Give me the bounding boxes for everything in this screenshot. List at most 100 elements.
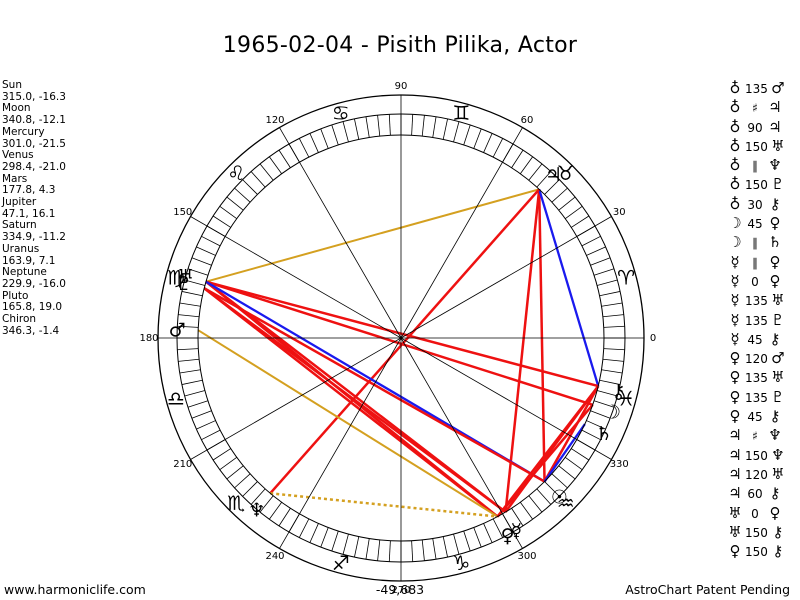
aspect-row: ♀ 135 ♅	[727, 368, 786, 387]
ring-tick	[365, 538, 370, 560]
ring-tick	[178, 314, 200, 318]
ring-tick	[331, 530, 339, 552]
ring-tick	[187, 268, 209, 276]
ring-tick	[181, 379, 203, 385]
aspect-line	[197, 329, 499, 518]
ring-tick	[453, 121, 460, 143]
planet-glyph: ♅	[177, 266, 194, 288]
aspect-row: ♀ 120 ♂	[727, 349, 786, 368]
ring-tick	[331, 124, 339, 146]
aspect-line	[543, 423, 586, 483]
sign-glyph: ♓	[617, 386, 635, 410]
aspect-planet-1: ♁	[729, 156, 741, 175]
aspect-row: ♁ 135 ♂	[727, 79, 786, 98]
ring-tick	[187, 400, 209, 408]
ring-tick	[571, 215, 590, 228]
aspect-planet-2: ♀	[769, 214, 781, 233]
aspect-value: 135	[745, 390, 768, 405]
ring-tick	[432, 116, 437, 138]
ring-tick	[212, 448, 231, 461]
degree-label: 150	[173, 207, 192, 218]
ring-tick	[453, 533, 460, 555]
aspect-value: 0	[751, 506, 759, 521]
planet-coords: 346.3, -1.4	[2, 324, 60, 337]
aspect-line	[496, 385, 600, 518]
ring-tick	[298, 518, 310, 538]
footer-website[interactable]: www.harmoniclife.com	[4, 582, 146, 597]
aspect-value: ∥	[752, 236, 758, 251]
aspect-planet-2: ♆	[771, 445, 785, 464]
planet-name: Neptune	[2, 266, 47, 279]
aspect-planet-1: ♁	[729, 79, 741, 97]
ring-tick	[551, 187, 568, 203]
ring-tick	[590, 410, 611, 419]
sign-glyph: ♎	[167, 386, 185, 410]
aspect-line	[270, 492, 498, 518]
ring-tick	[212, 215, 231, 228]
aspect-row: ♅ 0 ♀	[727, 504, 786, 523]
aspect-planet-2: ♅	[771, 464, 785, 483]
degree-label: 300	[517, 551, 536, 562]
ring-tick	[596, 390, 618, 397]
sign-glyphs: ♈ ♉ ♊ ♋ ♌ ♍ ♎ ♏ ♐ ♑ ♒ ♓	[167, 101, 635, 575]
ring-tick	[519, 501, 533, 520]
ring-tick	[601, 302, 623, 307]
aspect-row: ☿ 45 ⚷	[727, 330, 786, 349]
planet-coords: 301.0, -21.5	[2, 137, 66, 150]
ring-tick	[259, 495, 274, 513]
planet-glyph: ☽	[604, 402, 621, 424]
aspect-value: 60	[747, 487, 763, 502]
aspect-value: 45	[747, 217, 763, 232]
aspect-planet-2: ♅	[771, 368, 785, 387]
ring-tick	[602, 314, 624, 318]
aspect-line	[269, 188, 541, 495]
aspect-value: 30	[747, 197, 763, 212]
aspect-planet-1: ♁	[729, 175, 741, 194]
ring-tick	[602, 358, 624, 362]
ring-tick	[184, 390, 206, 397]
ring-tick	[196, 420, 216, 430]
degree-label: 60	[521, 115, 534, 126]
aspect-planet-1: ☿	[730, 252, 740, 271]
sign-glyph: ♑	[452, 551, 470, 575]
aspect-value: 90	[747, 120, 763, 135]
ring-tick	[377, 539, 381, 561]
aspect-planet-1: ♁	[729, 136, 741, 155]
aspect-planet-2: ♆	[768, 426, 782, 445]
ring-tick	[226, 196, 244, 211]
sign-glyph: ♉	[557, 161, 575, 185]
aspect-planet-1: ♁	[729, 194, 741, 213]
planet-coords: 315.0, -16.3	[2, 90, 66, 103]
ring-tick	[544, 481, 560, 497]
ring-tick	[342, 121, 349, 143]
ring-tick	[492, 138, 504, 158]
aspect-row: ☿ ∥ ♀	[727, 253, 786, 272]
aspect-row: ♃ 120 ♅	[727, 465, 786, 484]
aspect-value: 150	[745, 139, 768, 154]
aspect-row: ☿ 0 ♀	[727, 272, 786, 291]
sector-spoke	[400, 337, 612, 460]
aspect-planet-2: ♄	[768, 233, 782, 252]
aspect-planet-1: ♀	[729, 349, 741, 368]
ring-tick	[603, 348, 625, 351]
aspect-line	[504, 189, 541, 513]
planet-glyph: ♄	[595, 423, 612, 445]
aspect-planet-1: ♀	[729, 407, 741, 426]
aspect-row: ♁ 30 ⚷	[727, 195, 786, 214]
ring-tick	[234, 187, 251, 203]
ring-tick	[558, 465, 576, 480]
ring-tick	[581, 235, 601, 247]
planet-name: Uranus	[2, 242, 40, 255]
ring-tick	[519, 156, 533, 175]
aspect-row: ♁ ♯ ♃	[727, 98, 786, 117]
ring-tick	[259, 163, 274, 181]
degree-label: 120	[265, 115, 284, 126]
aspect-planet-1: ♁	[729, 98, 741, 117]
ring-tick	[219, 456, 238, 470]
ring-tick	[473, 527, 482, 548]
sign-glyph: ♈	[617, 266, 635, 290]
aspect-row: ♃ 60 ⚷	[727, 484, 786, 503]
ring-tick	[463, 124, 471, 146]
planet-glyph: ♀	[501, 525, 515, 547]
aspect-planet-1: ☿	[730, 271, 740, 290]
